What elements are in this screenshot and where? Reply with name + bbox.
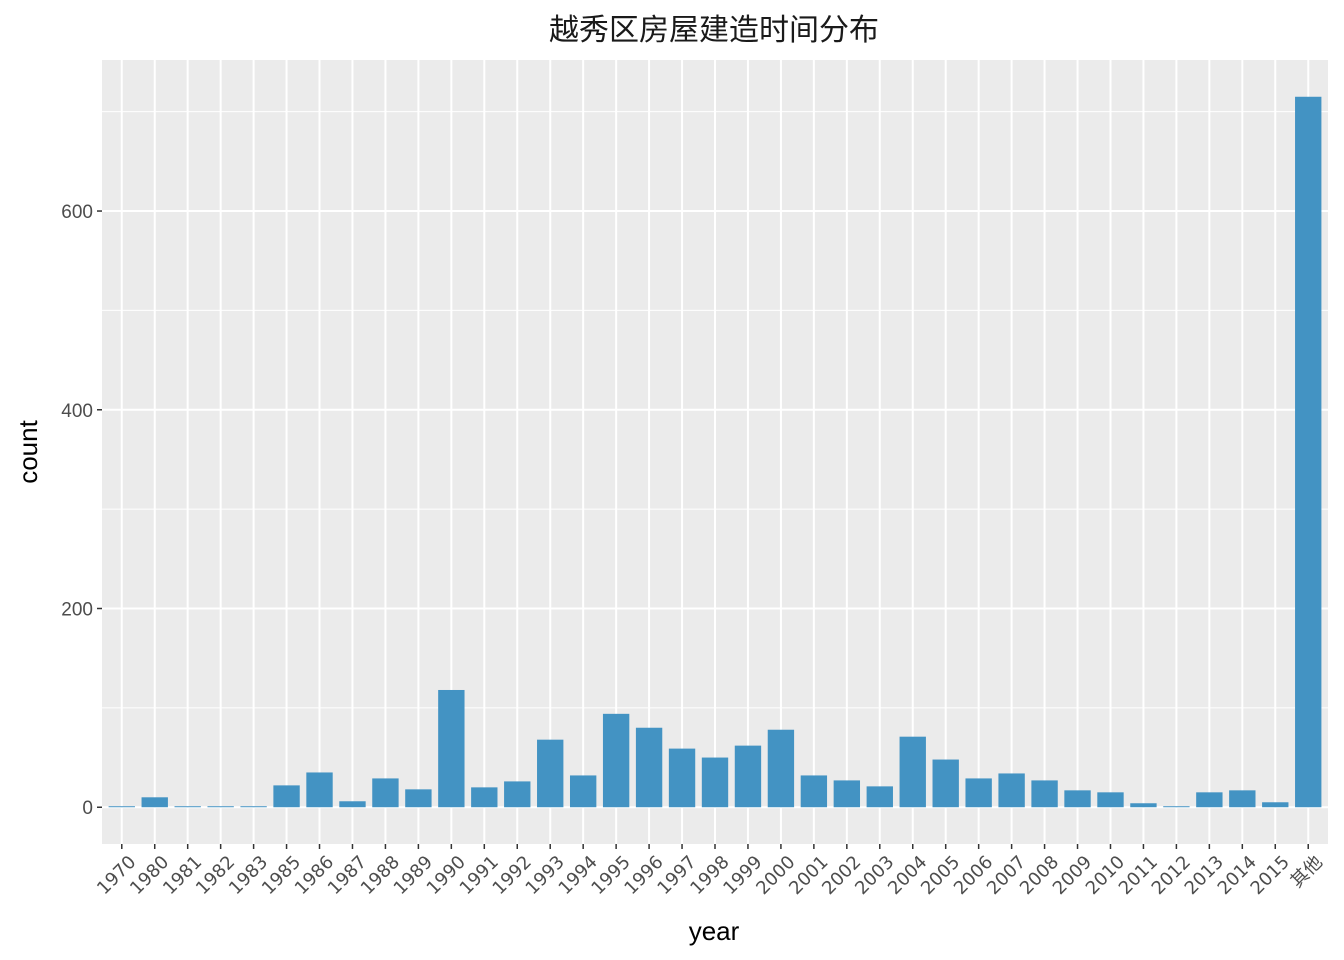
y-tick-label: 600 [61,202,93,223]
bar [569,775,597,808]
bar [438,689,465,808]
bar [339,801,366,808]
bar [602,713,630,808]
bars [108,96,1322,808]
bar [207,806,234,808]
bar [405,789,432,808]
bar [174,806,201,808]
bar [668,748,696,808]
bar [899,736,926,808]
bar [372,778,399,808]
x-tick-label: 2015 [1247,852,1294,899]
major-gridlines [102,60,1328,844]
bar [1262,802,1289,808]
bar [273,785,300,808]
y-tick-label: 400 [61,401,93,422]
bar [537,739,564,808]
bar [1163,806,1190,808]
bar [1229,790,1256,808]
bar [1130,803,1157,808]
bar [504,781,531,808]
bar [1064,790,1091,808]
bar [141,797,168,808]
x-axis-ticks: 1970198019811982198319851986198719881989… [93,844,1327,899]
y-axis-ticks: 0 200 400 600 [61,202,102,819]
chart-title: 越秀区房屋建造时间分布 [549,13,879,48]
bar [471,787,498,808]
bar [965,778,992,808]
bar [767,729,795,808]
bar [306,772,333,808]
y-tick-label: 200 [61,600,93,621]
x-axis-title: year [689,916,740,946]
bar [998,773,1025,808]
bar [833,780,861,808]
bar [108,806,135,808]
bar [866,786,893,808]
x-tick-label: 其他 [1287,852,1327,892]
bar [1196,792,1223,808]
bar [240,806,267,808]
bar [701,757,729,808]
y-tick-label: 0 [82,798,93,819]
bar [932,759,959,808]
y-axis-title: count [13,419,43,483]
bar [800,775,828,808]
bar [1031,780,1058,808]
bar [1295,96,1322,808]
bar [635,727,663,808]
bar [1097,792,1124,808]
bar [734,745,762,808]
